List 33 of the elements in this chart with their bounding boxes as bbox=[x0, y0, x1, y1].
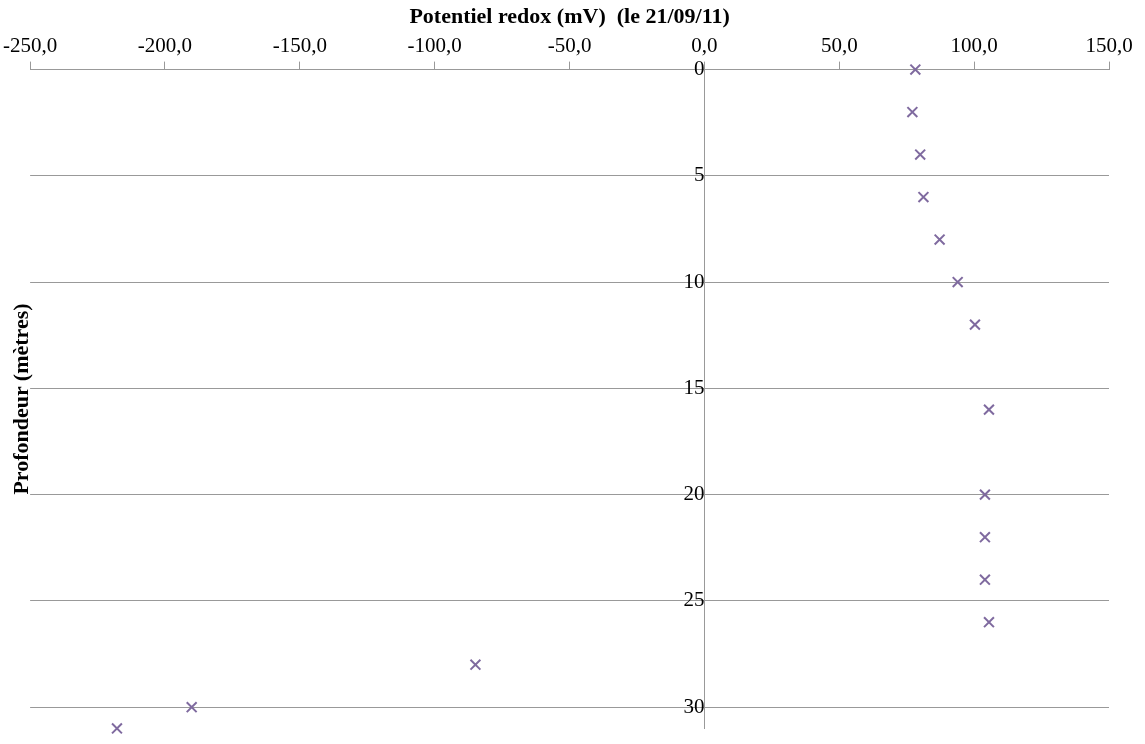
point bbox=[111, 722, 123, 735]
y-tick-label: 25 bbox=[683, 587, 705, 612]
y-tick-label: 20 bbox=[683, 481, 705, 506]
point bbox=[917, 191, 930, 204]
x-tick-label: -150,0 bbox=[272, 32, 327, 57]
point bbox=[978, 488, 991, 501]
y-tick-label: 5 bbox=[693, 162, 705, 187]
point bbox=[951, 276, 964, 289]
x-tick-label: 0,0 bbox=[691, 32, 718, 57]
point bbox=[469, 658, 482, 671]
x-tick-label: -200,0 bbox=[137, 32, 193, 57]
point bbox=[978, 573, 991, 586]
point bbox=[914, 148, 927, 161]
y-axis-title: Profondeur (mètres) bbox=[7, 303, 33, 495]
x-tick-label: 50,0 bbox=[820, 32, 858, 57]
x-tick-label: -50,0 bbox=[547, 32, 592, 57]
y-tick-label: 15 bbox=[683, 374, 705, 399]
y-tick-label: 0 bbox=[693, 56, 705, 81]
point bbox=[909, 63, 922, 76]
y-tick-label: 30 bbox=[683, 693, 705, 718]
x-tick-label: -100,0 bbox=[407, 32, 462, 57]
x-tick-label: 150,0 bbox=[1085, 32, 1133, 57]
point bbox=[983, 616, 995, 629]
x-tick-label: -250,0 bbox=[3, 32, 58, 57]
point bbox=[978, 531, 991, 544]
point bbox=[983, 403, 995, 416]
point bbox=[969, 318, 981, 331]
point bbox=[906, 106, 919, 119]
x-axis-title: Potentiel redox (mV) (le 21/09/11) bbox=[409, 2, 730, 28]
point bbox=[185, 701, 198, 714]
y-tick-label: 10 bbox=[683, 268, 705, 293]
x-tick-label: 100,0 bbox=[950, 32, 998, 57]
point bbox=[933, 233, 946, 246]
